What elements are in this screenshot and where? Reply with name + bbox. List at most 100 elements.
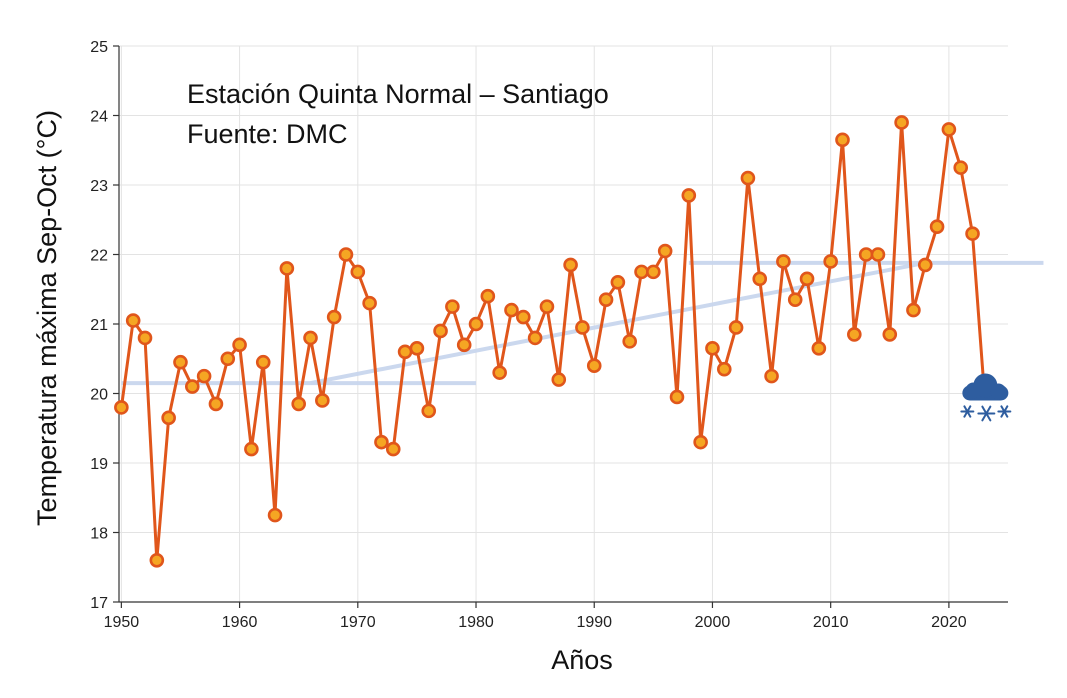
data-point bbox=[445, 299, 460, 314]
x-tick-label: 1980 bbox=[458, 614, 494, 631]
data-point bbox=[929, 219, 945, 234]
data-point bbox=[882, 327, 898, 342]
x-tick-label: 2000 bbox=[695, 614, 731, 631]
data-point bbox=[823, 254, 838, 269]
data-point bbox=[858, 247, 874, 262]
grid-lines bbox=[119, 45, 1008, 602]
data-point bbox=[149, 552, 165, 568]
data-point bbox=[563, 257, 578, 273]
data-point bbox=[787, 292, 803, 307]
data-point bbox=[965, 226, 980, 241]
data-point bbox=[385, 441, 401, 457]
y-tick-label: 25 bbox=[90, 39, 108, 56]
data-point bbox=[409, 341, 425, 356]
snowflake-stroke bbox=[981, 405, 992, 422]
snow-cloud-icon bbox=[960, 373, 1012, 422]
x-tick-label: 2020 bbox=[931, 614, 967, 631]
y-tick-label: 18 bbox=[90, 526, 108, 543]
data-point bbox=[634, 264, 649, 280]
x-tick-label: 1970 bbox=[340, 614, 376, 631]
data-point bbox=[291, 396, 306, 412]
data-point bbox=[161, 410, 176, 426]
data-point bbox=[492, 365, 507, 380]
data-point bbox=[255, 354, 271, 370]
data-point bbox=[480, 288, 496, 304]
data-point bbox=[315, 393, 330, 408]
y-axis-label: Temperatura máxima Sep-Oct (°C) bbox=[32, 110, 62, 526]
x-tick-label: 1960 bbox=[222, 614, 258, 631]
data-point bbox=[539, 299, 555, 314]
data-point bbox=[811, 341, 827, 356]
data-point bbox=[350, 264, 366, 280]
data-point bbox=[740, 170, 756, 186]
data-point bbox=[657, 243, 673, 259]
data-point bbox=[847, 327, 862, 342]
data-point bbox=[456, 337, 472, 353]
data-point bbox=[551, 372, 567, 387]
data-point bbox=[279, 261, 295, 276]
data-point bbox=[953, 160, 969, 175]
data-point bbox=[799, 271, 815, 287]
data-point bbox=[610, 274, 626, 290]
data-point bbox=[586, 358, 602, 374]
y-tick-label: 24 bbox=[90, 109, 108, 126]
data-point bbox=[433, 323, 448, 339]
data-point bbox=[835, 132, 850, 148]
x-tick-label: 2010 bbox=[813, 614, 849, 631]
data-point bbox=[326, 309, 342, 325]
data-point bbox=[397, 344, 413, 360]
x-axis-label: Años bbox=[551, 645, 613, 675]
x-tick-label: 1950 bbox=[104, 614, 140, 631]
data-point bbox=[764, 368, 779, 384]
data-point bbox=[267, 507, 283, 523]
y-tick-label: 19 bbox=[90, 456, 108, 473]
data-point bbox=[468, 316, 484, 332]
data-point bbox=[232, 337, 247, 353]
x-axis-ticks: 1950 1960 1970 1980 1990 2000 2010 2020 bbox=[104, 602, 967, 631]
y-tick-label: 21 bbox=[90, 317, 108, 334]
snowflake-stroke bbox=[963, 405, 972, 418]
y-tick-label: 23 bbox=[90, 178, 108, 195]
data-point bbox=[622, 334, 638, 349]
x-tick-label: 1990 bbox=[576, 614, 612, 631]
data-point bbox=[776, 254, 791, 269]
series-line bbox=[119, 121, 986, 562]
data-point bbox=[114, 400, 129, 415]
data-point bbox=[870, 247, 886, 262]
data-point bbox=[421, 403, 437, 419]
data-point bbox=[941, 122, 957, 137]
y-tick-label: 17 bbox=[90, 595, 108, 612]
data-point bbox=[681, 188, 697, 203]
data-point bbox=[338, 247, 354, 262]
data-point bbox=[196, 368, 212, 384]
cloud-puff-right bbox=[990, 383, 1007, 400]
source-annotation: Fuente: DMC bbox=[187, 119, 348, 149]
trend-line bbox=[310, 260, 926, 386]
y-tick-label: 22 bbox=[90, 248, 108, 265]
data-point bbox=[125, 313, 141, 328]
snowflake-stroke bbox=[1000, 405, 1009, 418]
data-point bbox=[303, 330, 318, 346]
data-point bbox=[917, 257, 933, 273]
y-axis-ticks: 17 18 19 20 21 22 23 24 25 bbox=[90, 39, 119, 612]
data-point bbox=[516, 309, 531, 325]
station-annotation: Estación Quinta Normal – Santiago bbox=[187, 79, 609, 109]
data-point bbox=[693, 434, 708, 450]
y-tick-label: 20 bbox=[90, 387, 108, 404]
data-point bbox=[575, 320, 590, 335]
data-point bbox=[669, 389, 685, 405]
data-point bbox=[728, 320, 744, 335]
data-point bbox=[208, 396, 224, 412]
data-point bbox=[173, 354, 188, 370]
data-point bbox=[184, 379, 200, 394]
data-point bbox=[716, 361, 732, 377]
temperature-series bbox=[114, 115, 986, 568]
data-point bbox=[752, 271, 768, 287]
data-point bbox=[244, 441, 259, 457]
data-point bbox=[646, 264, 661, 280]
data-point bbox=[362, 295, 377, 311]
data-point bbox=[504, 302, 519, 318]
data-point bbox=[598, 292, 614, 307]
data-point bbox=[705, 341, 720, 356]
